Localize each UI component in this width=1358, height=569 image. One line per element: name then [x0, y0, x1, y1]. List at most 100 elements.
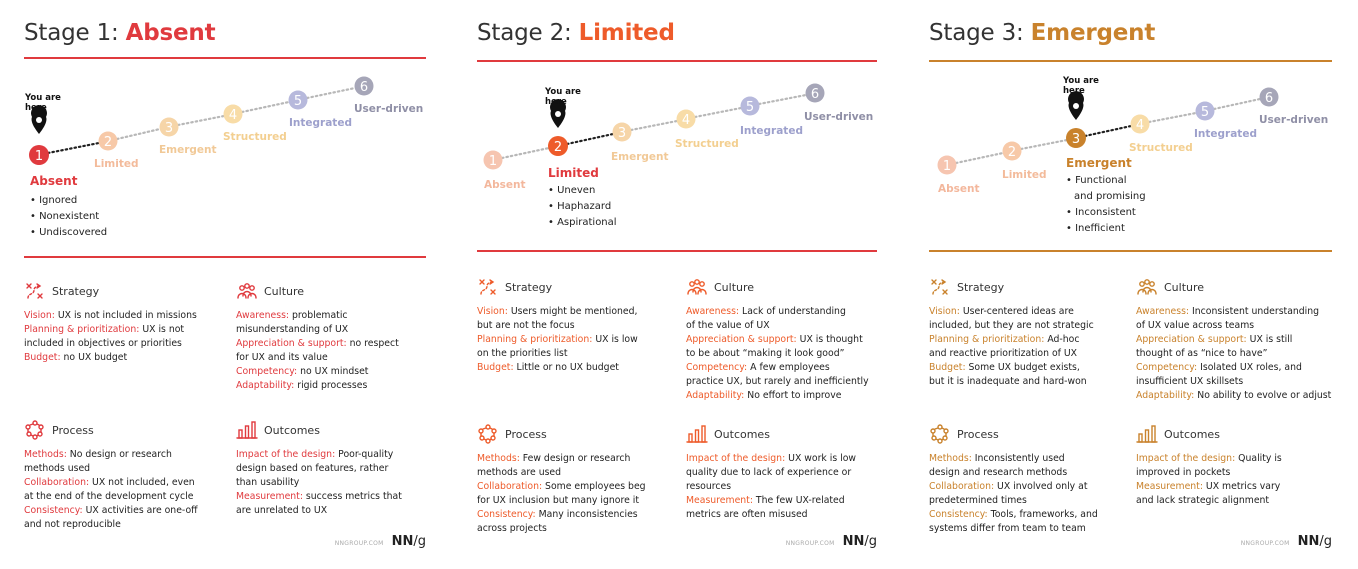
- mid-divider: [24, 256, 426, 258]
- stage-circle-6: [1259, 87, 1279, 107]
- outcomes-line: than usability: [236, 476, 441, 490]
- culture-section: Culture Awareness: Inconsistent understa…: [1136, 277, 1341, 403]
- line-value: Tools, frameworks, and: [987, 509, 1098, 520]
- stage-label-3: Emergent: [159, 144, 217, 156]
- trait: and promising: [1074, 191, 1146, 202]
- line-key: Planning & prioritization:: [477, 334, 593, 345]
- stage-number-2: 2: [1008, 145, 1016, 160]
- line-key: Methods:: [477, 453, 520, 464]
- stage-circle-4: [1130, 114, 1150, 134]
- stage-number-3: 3: [618, 126, 626, 141]
- line-key: Measurement:: [686, 495, 753, 506]
- line-value: and not reproducible: [24, 519, 121, 530]
- stage-circle-1: [29, 145, 49, 165]
- process-section: Process Methods: Few design or research m…: [477, 424, 682, 536]
- line-value: methods used: [24, 463, 91, 474]
- scale-connector: [954, 151, 1005, 165]
- line-key: Vision:: [929, 306, 960, 317]
- trait: Ignored: [30, 193, 107, 209]
- scale-connector: [757, 93, 808, 106]
- outcomes-line: quality due to lack of experience or: [686, 466, 891, 480]
- line-value: Some UX budget exists,: [965, 362, 1080, 373]
- process-line: Methods: Few design or research: [477, 452, 682, 466]
- stage-card-1: Stage 1: Absent 1 2 Limited 3 Emergent 4 Struc…: [24, 0, 426, 569]
- line-key: Adaptability:: [236, 380, 295, 391]
- trait: Undiscovered: [30, 225, 107, 241]
- line-value: Users might be mentioned,: [507, 306, 638, 317]
- strategy-line: on the priorities list: [477, 347, 682, 361]
- line-key: Measurement:: [236, 491, 303, 502]
- process-line: systems differ from team to team: [929, 522, 1134, 536]
- stage-circle-2: [1002, 141, 1022, 161]
- process-line: Collaboration: Some employees beg: [477, 480, 682, 494]
- culture-line: Competency: Isolated UX roles, and: [1136, 361, 1341, 375]
- section-heading: Culture: [714, 280, 755, 294]
- card-title: Stage 2: Limited: [477, 20, 675, 46]
- stage-number-4: 4: [229, 108, 237, 123]
- trait: Nonexistent: [30, 209, 107, 225]
- line-key: Competency:: [686, 362, 748, 373]
- stage-label-5: Integrated: [740, 125, 803, 137]
- outcomes-line: design based on features, rather: [236, 462, 441, 476]
- culture-line: to be about “making it look good”: [686, 347, 891, 361]
- process-section: Process Methods: No design or research me…: [24, 420, 229, 532]
- line-key: Competency:: [1136, 362, 1198, 373]
- line-value: UX metrics vary: [1202, 481, 1281, 492]
- line-key: Impact of the design:: [236, 449, 336, 460]
- strategy-line: Vision: User-centered ideas are: [929, 305, 1134, 319]
- line-value: to be about “making it look good”: [686, 348, 845, 359]
- section-heading: Strategy: [957, 280, 1005, 294]
- line-value: Few design or research: [519, 453, 631, 464]
- scale-connector: [1019, 138, 1069, 151]
- stage-number-1: 1: [489, 154, 497, 169]
- stage-label-3: Emergent: [611, 151, 669, 163]
- line-key: Consistency:: [929, 509, 988, 520]
- strategy-line: Planning & prioritization: Ad-hoc: [929, 333, 1134, 347]
- process-icon: [930, 424, 949, 444]
- strategy-icon: [479, 279, 496, 295]
- line-key: Collaboration:: [477, 481, 543, 492]
- line-key: Impact of the design:: [1136, 453, 1236, 464]
- culture-line: of UX value across teams: [1136, 319, 1341, 333]
- trait: Inconsistent: [1066, 205, 1146, 221]
- scale-connector: [240, 100, 291, 114]
- outcomes-line: are unrelated to UX: [236, 504, 441, 518]
- line-key: Impact of the design:: [686, 453, 786, 464]
- you-are-here-text: You are: [544, 87, 581, 97]
- line-key: Appreciation & support:: [236, 338, 347, 349]
- line-value: on the priorities list: [477, 348, 568, 359]
- scale-connector: [1212, 97, 1262, 111]
- trait: Haphazard: [548, 199, 617, 215]
- trait: Functional: [1066, 173, 1146, 189]
- stage-traits: Ignored Nonexistent Undiscovered: [30, 193, 107, 241]
- line-key: Vision:: [24, 310, 55, 321]
- line-key: Appreciation & support:: [686, 334, 797, 345]
- trait: Aspirational: [548, 215, 616, 231]
- section-heading: Outcomes: [264, 423, 320, 437]
- process-line: and not reproducible: [24, 518, 229, 532]
- stage-number-4: 4: [1136, 118, 1144, 133]
- culture-section: Culture Awareness: Lack of understanding…: [686, 277, 891, 403]
- process-line: design and research methods: [929, 466, 1134, 480]
- process-line: Consistency: Tools, frameworks, and: [929, 508, 1134, 522]
- stage-number-3: 3: [165, 121, 173, 136]
- line-value: across projects: [477, 523, 547, 534]
- line-value: No ability to evolve or adjust: [1194, 390, 1332, 401]
- stage-number-2: 2: [554, 140, 562, 155]
- current-stage-label: Emergent: [1066, 156, 1132, 170]
- culture-line: of the value of UX: [686, 319, 891, 333]
- strategy-line: Vision: Users might be mentioned,: [477, 305, 682, 319]
- strategy-line: Budget: no UX budget: [24, 351, 229, 365]
- strategy-line: Planning & prioritization: UX is not: [24, 323, 229, 337]
- culture-line: Adaptability: rigid processes: [236, 379, 441, 393]
- line-value: resources: [686, 481, 732, 492]
- section-heading: Process: [52, 423, 94, 437]
- line-value: included in objectives or priorities: [24, 338, 182, 349]
- process-line: methods are used: [477, 466, 682, 480]
- line-value: No design or research: [66, 449, 172, 460]
- stage-number-5: 5: [1201, 105, 1209, 120]
- scale-connector: [305, 86, 357, 100]
- nng-logo: NNGROUP.COM NN/g: [1240, 534, 1332, 549]
- line-value: thought of as “nice to have”: [1136, 348, 1268, 359]
- line-key: Planning & prioritization:: [929, 334, 1045, 345]
